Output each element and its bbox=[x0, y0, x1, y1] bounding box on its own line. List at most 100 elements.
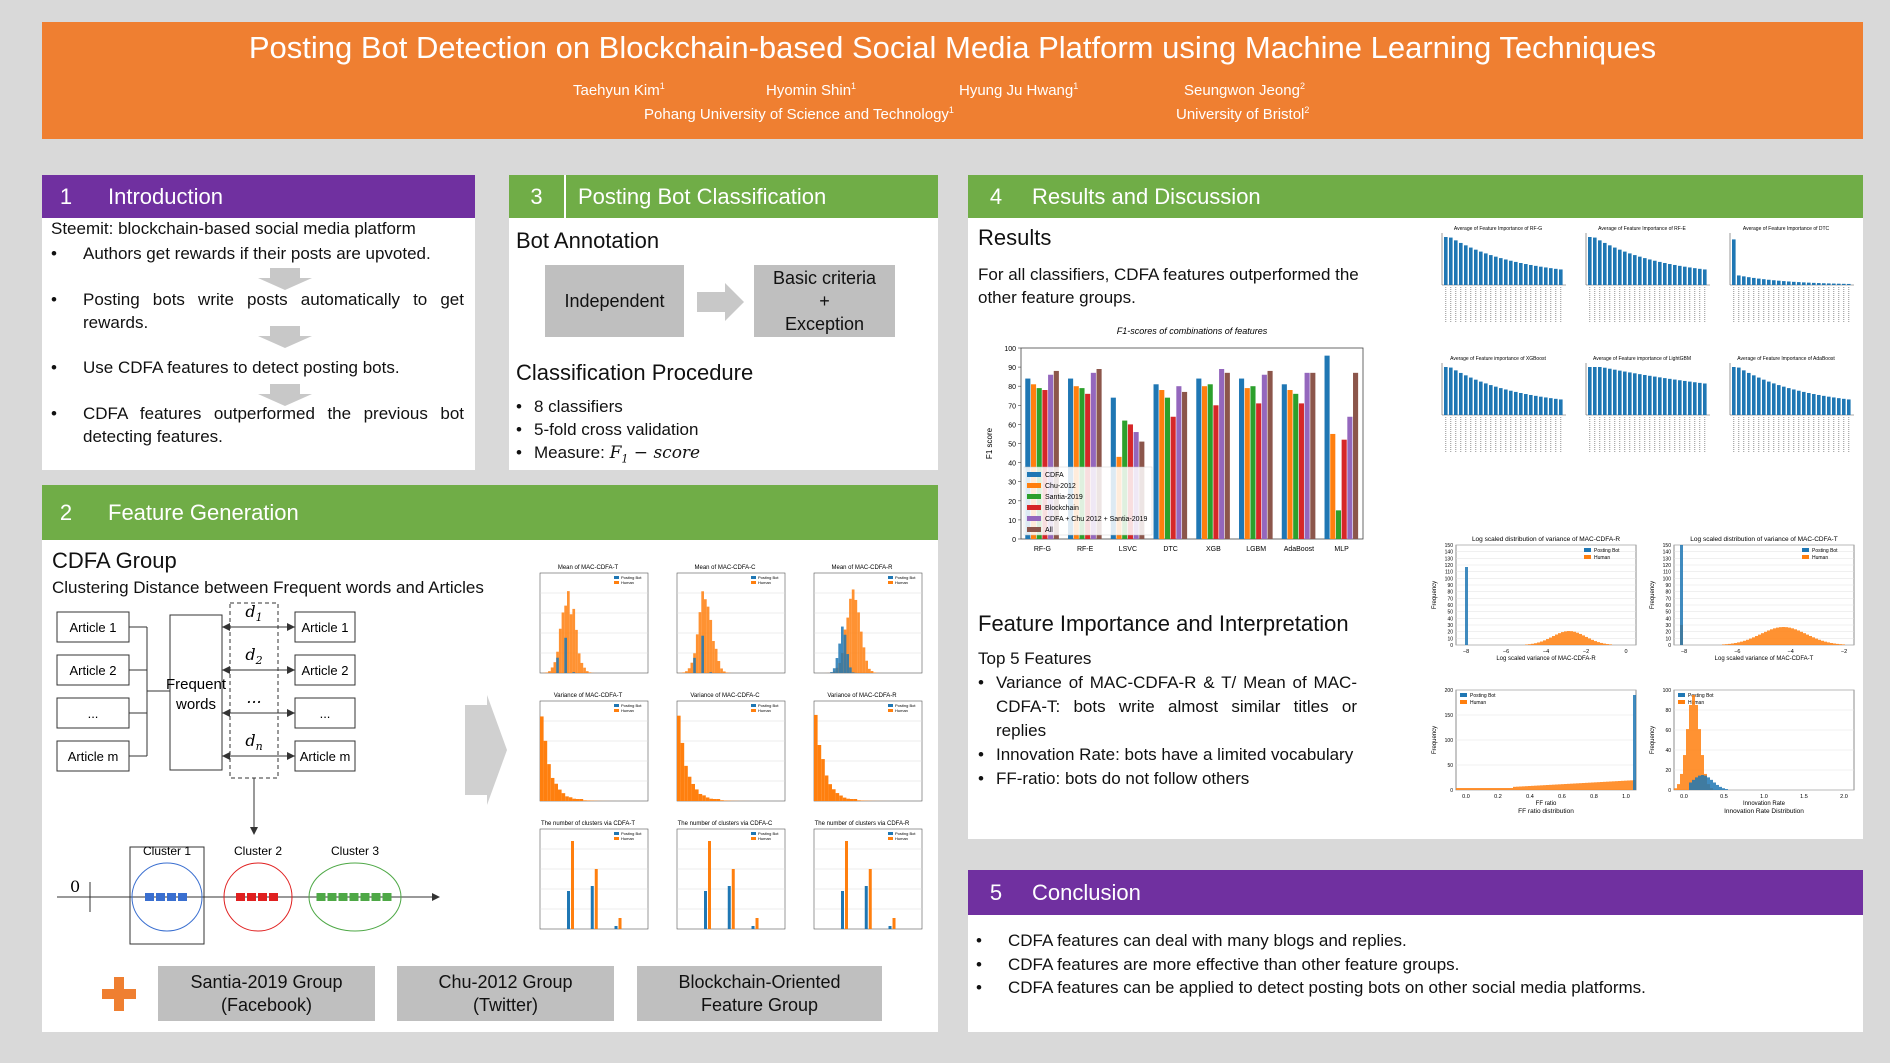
y-tick-label: 20 bbox=[1665, 630, 1671, 636]
hist-bar bbox=[1773, 628, 1776, 645]
importance-bar bbox=[1648, 259, 1652, 285]
hist-bar bbox=[1555, 784, 1558, 790]
thumb-title: Average of Feature Importance of DTC bbox=[1743, 226, 1830, 232]
legend-label: Human bbox=[621, 836, 634, 841]
x-axis-label: FF ratio bbox=[1536, 801, 1557, 807]
legend-label: Human bbox=[758, 580, 771, 585]
hist-bar bbox=[1528, 786, 1531, 790]
y-tick-label: 150 bbox=[1663, 543, 1672, 549]
top5-label: Top 5 Features bbox=[978, 649, 1092, 668]
importance-bar bbox=[1747, 372, 1751, 415]
hist-bar bbox=[868, 668, 871, 673]
chart-bar bbox=[1293, 393, 1299, 539]
cluster-point bbox=[316, 893, 326, 901]
importance-bar bbox=[1693, 382, 1697, 415]
hist-bar bbox=[1609, 781, 1612, 790]
importance-bar bbox=[1588, 367, 1592, 415]
zero-label: 0 bbox=[70, 877, 80, 896]
hist-bar bbox=[698, 612, 702, 673]
y-tick-label: 80 bbox=[1665, 708, 1671, 714]
thumb-title: Mean of MAC-CDFA-R bbox=[831, 565, 893, 571]
fi-bullets: Variance of MAC-CDFA-R & T/ Mean of MAC-… bbox=[978, 671, 1357, 791]
cdfa-heading: CDFA Group bbox=[52, 548, 177, 573]
y-tick-label: 50 bbox=[1008, 442, 1016, 449]
hist-bar bbox=[1567, 783, 1570, 790]
y-axis-label: Frequency bbox=[1650, 726, 1656, 754]
hist-bar bbox=[1701, 755, 1704, 790]
importance-bar bbox=[1792, 389, 1796, 415]
x-tick-label: 0.0 bbox=[1680, 794, 1688, 800]
importance-bar bbox=[1534, 395, 1538, 415]
importance-bar bbox=[1544, 267, 1548, 285]
importance-bar bbox=[1529, 264, 1533, 285]
x-tick-label: −8 bbox=[1681, 649, 1687, 655]
hist-bar bbox=[845, 841, 848, 929]
legend-label: Human bbox=[1594, 555, 1610, 561]
hist-bar bbox=[1579, 633, 1582, 645]
hist-bar bbox=[1615, 781, 1618, 790]
hist-bar bbox=[1600, 642, 1603, 645]
hist-bar bbox=[706, 606, 710, 673]
cluster-point bbox=[349, 893, 359, 901]
conclusion-bullets: CDFA features can deal with many blogs a… bbox=[976, 929, 1646, 1000]
legend-swatch bbox=[1802, 555, 1809, 559]
legend-label: Posting Bot bbox=[758, 703, 779, 708]
cluster-point bbox=[258, 893, 267, 901]
legend-swatch bbox=[751, 832, 756, 835]
importance-bar bbox=[1464, 245, 1468, 285]
hist-bar bbox=[583, 800, 587, 801]
y-tick-label: 20 bbox=[1447, 630, 1453, 636]
hist-bar bbox=[1516, 786, 1519, 790]
cluster-point bbox=[167, 893, 176, 901]
chart-bar bbox=[1025, 378, 1031, 539]
hist-bar bbox=[709, 798, 713, 801]
importance-bar bbox=[1673, 264, 1677, 285]
hist-bar bbox=[1558, 633, 1561, 645]
y-tick-label: 110 bbox=[1663, 570, 1671, 576]
importance-bar bbox=[1678, 265, 1682, 285]
importance-bar bbox=[1474, 249, 1478, 285]
y-tick-label: 100 bbox=[1663, 688, 1672, 694]
y-tick-label: 0 bbox=[1450, 643, 1453, 649]
section-number: 1 bbox=[59, 183, 73, 209]
x-tick-label: 0.5 bbox=[1720, 794, 1728, 800]
hist-bar bbox=[849, 598, 852, 673]
poster-header: Posting Bot Detection on Blockchain-base… bbox=[42, 22, 1863, 139]
y-tick-label: 50 bbox=[1665, 610, 1671, 616]
importance-bar bbox=[1623, 371, 1627, 415]
hist-bar bbox=[814, 714, 818, 801]
importance-bar bbox=[1489, 385, 1493, 415]
hist-bar bbox=[1468, 788, 1471, 790]
hist-bar bbox=[564, 637, 567, 673]
y-axis-label: Frequency bbox=[1650, 581, 1656, 609]
hist-bar bbox=[1725, 644, 1728, 645]
importance-bar bbox=[1618, 249, 1622, 285]
plot-frame bbox=[1673, 544, 1855, 646]
hist-bar bbox=[693, 657, 696, 673]
hist-bar bbox=[561, 793, 566, 801]
importance-bar bbox=[1559, 399, 1563, 415]
section-title: Posting Bot Classification bbox=[578, 183, 827, 209]
hist-bar bbox=[565, 796, 569, 801]
y-tick-label: 140 bbox=[1445, 550, 1454, 556]
section-title: Feature Generation bbox=[108, 499, 299, 525]
hist-bar bbox=[575, 629, 578, 673]
hist-bar bbox=[709, 672, 713, 673]
hist-bar bbox=[586, 800, 591, 801]
importance-bar bbox=[1663, 378, 1667, 415]
hist-bar bbox=[868, 869, 872, 929]
legend-label: Posting Bot bbox=[758, 831, 779, 836]
hist-bar bbox=[1722, 788, 1725, 790]
cluster-point bbox=[382, 893, 392, 901]
hist-bar bbox=[864, 886, 868, 929]
importance-bar bbox=[1737, 367, 1741, 415]
hist-bar bbox=[682, 672, 686, 673]
hist-bar bbox=[695, 789, 699, 801]
legend-swatch bbox=[614, 581, 619, 584]
hist-bar bbox=[1725, 789, 1728, 790]
hist-bar bbox=[1600, 782, 1603, 790]
chart-bar bbox=[1310, 372, 1316, 539]
importance-bar bbox=[1663, 263, 1667, 285]
cluster-point bbox=[360, 893, 370, 901]
